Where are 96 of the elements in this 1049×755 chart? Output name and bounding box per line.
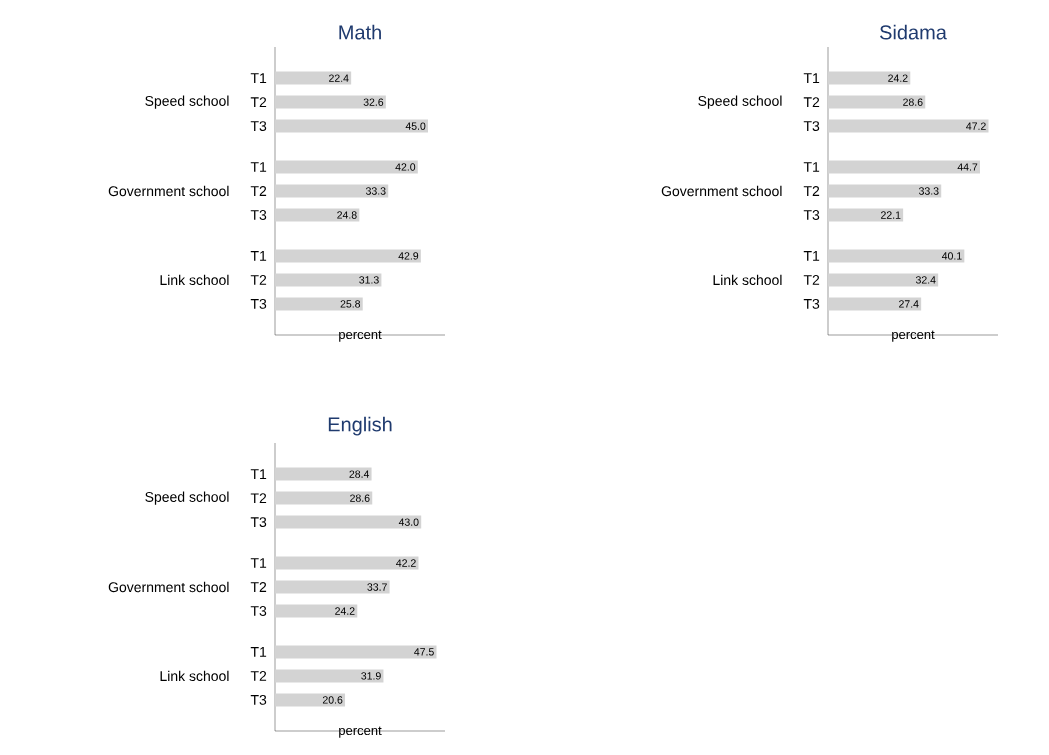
bar [275, 249, 421, 263]
text: T2 [803, 186, 820, 196]
data-label: 33.3 [365, 187, 386, 195]
bar [275, 160, 418, 174]
series-label: T3 [803, 121, 820, 132]
y-tick-label: Link school [713, 274, 782, 286]
bar [275, 693, 346, 707]
data-label: 31.3 [359, 276, 379, 284]
data-label: 32.4 [915, 276, 936, 284]
chart-title: Math [339, 24, 381, 40]
bar [275, 119, 428, 133]
y-tick-label: Link school [160, 670, 229, 682]
y-tick-label: Speed school [145, 95, 229, 109]
y-tick-label: Speed school [698, 95, 782, 109]
data-label: 28.6 [350, 494, 370, 502]
x-axis-title: percent [339, 726, 382, 738]
text: T2 [803, 275, 820, 285]
data-label: 42.0 [395, 163, 416, 171]
series-label: T3 [250, 121, 267, 132]
data-label: 33.3 [918, 187, 939, 195]
bar [275, 491, 373, 505]
chart-title: English [328, 416, 392, 436]
series-label: T2 [250, 97, 267, 107]
y-tick-label: Government school [108, 185, 229, 197]
data-label: 22.4 [329, 74, 349, 82]
chart-title: Sidama [880, 24, 947, 40]
series-label: T1 [803, 73, 820, 83]
data-label: 42.9 [398, 252, 419, 260]
bar [828, 249, 965, 263]
text: T1 [803, 162, 820, 172]
bar [275, 184, 389, 198]
data-label: 24.8 [337, 211, 357, 219]
bar [828, 95, 926, 109]
series-label: T3 [250, 517, 267, 528]
data-label: 43.0 [398, 518, 419, 526]
data-label: 22.1 [881, 211, 901, 219]
series-label: T1 [250, 469, 267, 479]
text: T1 [250, 162, 267, 172]
data-label: 24.2 [888, 74, 908, 82]
series-label: T2 [803, 97, 820, 107]
text: T1 [803, 251, 820, 261]
x-axis-title: percent [339, 330, 382, 342]
text: T2 [250, 582, 267, 592]
bar [828, 71, 911, 85]
text: T3 [250, 694, 267, 705]
series-label: T2 [250, 493, 267, 504]
data-label: 42.2 [396, 559, 416, 567]
bar [275, 580, 390, 594]
bar [828, 297, 922, 311]
text: T3 [250, 210, 267, 220]
text: T3 [250, 298, 267, 309]
data-label: 28.6 [903, 98, 923, 106]
bar [275, 71, 352, 85]
data-label: 44.7 [957, 163, 978, 171]
data-label: 31.9 [361, 672, 381, 680]
bar [828, 273, 939, 287]
data-label: 28.4 [349, 470, 370, 478]
data-label: 25.8 [340, 300, 361, 308]
bar [828, 184, 942, 198]
data-label: 24.2 [335, 607, 355, 615]
bar [828, 208, 904, 222]
data-label: 33.7 [367, 583, 387, 591]
bar [828, 160, 980, 174]
x-axis-title: percent [892, 330, 935, 342]
y-tick-label: Speed school [145, 491, 229, 505]
bar [275, 669, 384, 683]
text: T1 [250, 558, 267, 568]
data-label: 32.6 [363, 98, 384, 106]
bar [275, 604, 358, 618]
data-label: 27.4 [899, 300, 919, 308]
bar [275, 556, 419, 570]
text: T3 [250, 606, 267, 616]
bar [828, 119, 989, 133]
bar [275, 467, 372, 481]
text: T2 [250, 671, 267, 681]
text: T1 [250, 647, 267, 657]
text: T3 [803, 210, 820, 220]
bar [275, 297, 363, 311]
bar [275, 208, 360, 222]
bar [275, 515, 422, 529]
data-label: 47.2 [966, 122, 986, 130]
data-label: 45.0 [405, 122, 426, 130]
series-label: T1 [250, 73, 267, 83]
data-label: 47.5 [414, 648, 434, 656]
data-label: 20.6 [322, 696, 343, 704]
y-tick-label: Link school [160, 274, 229, 286]
data-label: 40.1 [941, 252, 962, 260]
text: T2 [250, 186, 267, 196]
y-tick-label: Government school [108, 581, 229, 593]
text: T3 [803, 298, 820, 309]
bar [275, 645, 437, 659]
text: T1 [250, 251, 267, 261]
y-tick-label: Government school [661, 185, 782, 197]
bar [275, 273, 382, 287]
text: T2 [250, 275, 267, 285]
bar [275, 95, 386, 109]
